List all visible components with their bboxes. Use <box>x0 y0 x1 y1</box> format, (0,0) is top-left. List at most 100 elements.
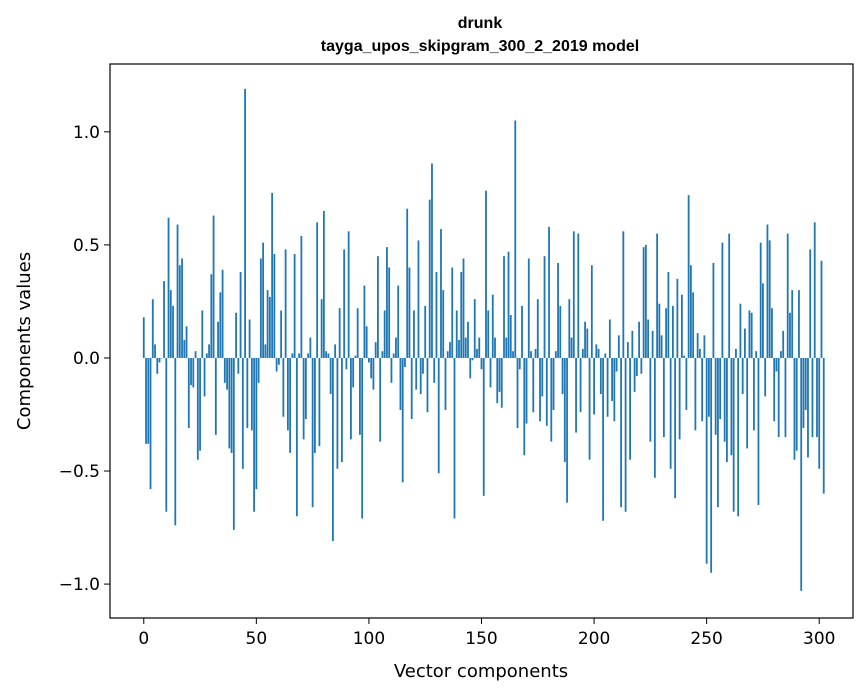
x-tick-label: 300 <box>803 629 835 649</box>
bar <box>482 357 485 496</box>
bar <box>561 357 564 395</box>
bar <box>437 357 440 474</box>
bar <box>489 357 492 388</box>
bar <box>613 357 616 422</box>
bar <box>318 357 321 447</box>
bar <box>683 355 686 358</box>
bar <box>431 163 433 358</box>
bar <box>507 251 510 358</box>
bar <box>701 357 704 422</box>
bar <box>392 353 395 358</box>
x-tick-label: 100 <box>353 629 385 649</box>
bar <box>374 342 377 358</box>
bar <box>532 357 535 413</box>
bar <box>768 240 771 358</box>
bar <box>658 303 661 358</box>
bar <box>541 357 544 397</box>
bar <box>692 292 695 358</box>
bar <box>633 357 636 392</box>
bar <box>509 315 512 358</box>
bar <box>212 215 215 358</box>
bar <box>363 285 366 358</box>
bar <box>530 351 532 358</box>
bar <box>527 258 530 358</box>
bar <box>572 231 575 358</box>
bar <box>336 357 339 469</box>
bar <box>536 299 539 358</box>
bar <box>820 260 823 358</box>
bar <box>433 357 436 383</box>
bar <box>620 357 622 508</box>
bar <box>487 310 490 358</box>
bar <box>755 351 758 358</box>
bar <box>710 357 713 573</box>
bar <box>262 242 264 358</box>
bar <box>397 285 400 358</box>
bar <box>424 305 427 358</box>
bar <box>361 357 364 519</box>
bar <box>458 339 460 358</box>
bar <box>804 357 807 410</box>
bar <box>232 357 235 530</box>
bar <box>516 357 519 429</box>
bar <box>534 348 537 358</box>
bar <box>239 272 242 358</box>
y-axis-label: Components values <box>14 252 35 430</box>
bar <box>656 233 659 358</box>
bar <box>590 265 593 358</box>
bar <box>811 357 814 438</box>
bar <box>595 344 598 358</box>
bar <box>253 357 255 512</box>
bar <box>593 357 595 415</box>
bar <box>169 290 172 358</box>
bar <box>435 272 438 358</box>
bar <box>764 357 767 397</box>
bar <box>791 290 794 358</box>
bar <box>568 299 571 358</box>
x-axis-label: Vector components <box>394 661 568 682</box>
bar <box>584 321 586 358</box>
bar <box>703 335 706 358</box>
bar <box>771 308 773 358</box>
bar <box>359 357 361 435</box>
bar <box>807 357 809 458</box>
bar <box>498 357 501 392</box>
bar <box>678 357 681 440</box>
bar <box>629 357 631 460</box>
bar <box>322 210 325 358</box>
bar <box>491 294 494 358</box>
bar <box>183 339 186 358</box>
bar <box>689 265 692 358</box>
bar <box>343 249 346 358</box>
bar <box>575 357 577 433</box>
bar <box>462 258 465 358</box>
chart-title: drunk <box>458 15 503 32</box>
bar <box>295 357 298 517</box>
bar <box>449 342 451 358</box>
bar <box>313 357 316 453</box>
bar <box>800 357 803 591</box>
bar <box>818 357 821 469</box>
bar <box>406 208 409 358</box>
bar <box>395 337 397 358</box>
bar <box>327 353 330 358</box>
bar <box>606 357 609 417</box>
bar <box>617 335 620 358</box>
bar <box>444 357 447 410</box>
bar <box>259 258 262 358</box>
bar <box>417 240 420 358</box>
bar <box>816 357 818 438</box>
bar <box>350 357 352 440</box>
bar <box>680 294 683 358</box>
bar <box>451 267 454 358</box>
bar <box>377 256 379 358</box>
bar <box>746 357 749 449</box>
bar <box>190 357 192 386</box>
bar <box>264 344 267 358</box>
bar <box>356 308 359 358</box>
bar <box>505 337 508 358</box>
y-tick-label: 0.0 <box>73 349 100 369</box>
bar <box>401 357 404 483</box>
bar <box>149 357 152 490</box>
bar <box>203 357 206 397</box>
